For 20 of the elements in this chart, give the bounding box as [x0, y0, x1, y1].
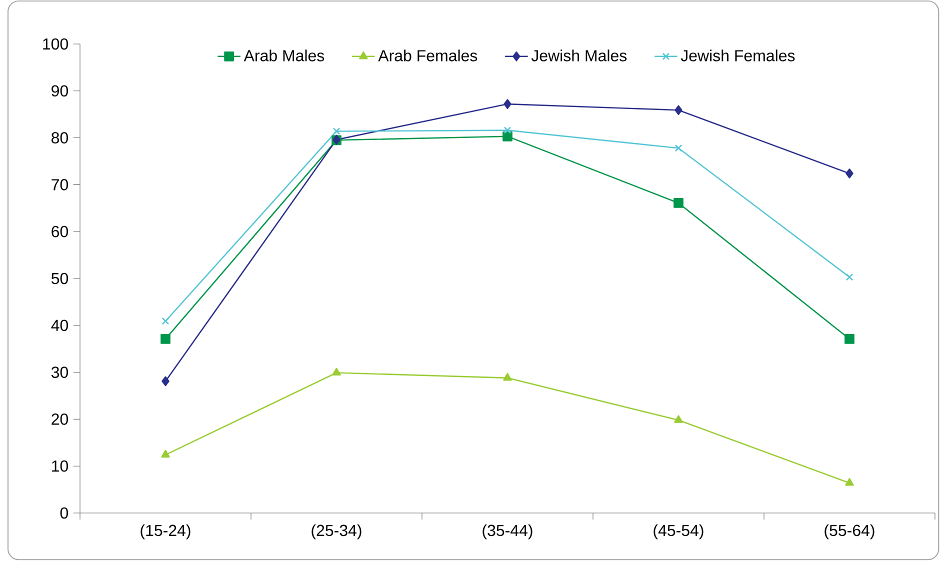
legend-label: Arab Females	[378, 50, 478, 62]
y-tick-label: 60	[52, 226, 68, 238]
legend-label: Jewish Females	[680, 50, 795, 62]
legend-label: Arab Males	[244, 50, 324, 62]
x-tick-label: (35-44)	[482, 524, 532, 540]
legend-label: Jewish Males	[531, 50, 627, 62]
x-tick-label: (45-54)	[654, 524, 704, 540]
y-tick-label: 70	[52, 179, 68, 190]
y-tick-label: 30	[51, 366, 68, 378]
y-tick-label: 0	[60, 507, 68, 519]
y-tick-label: 100	[43, 38, 68, 50]
x-tick-label: (55-64)	[824, 524, 874, 540]
y-tick-label: 80	[52, 132, 68, 144]
y-tick-label: 20	[52, 414, 68, 425]
y-tick-label: 10	[52, 460, 68, 472]
y-tick-label: 40	[51, 320, 68, 332]
x-tick-label: (15-24)	[140, 524, 190, 540]
x-tick-label: (25-34)	[312, 524, 362, 540]
y-tick-label: 50	[51, 272, 68, 284]
y-tick-label: 90	[52, 85, 68, 97]
